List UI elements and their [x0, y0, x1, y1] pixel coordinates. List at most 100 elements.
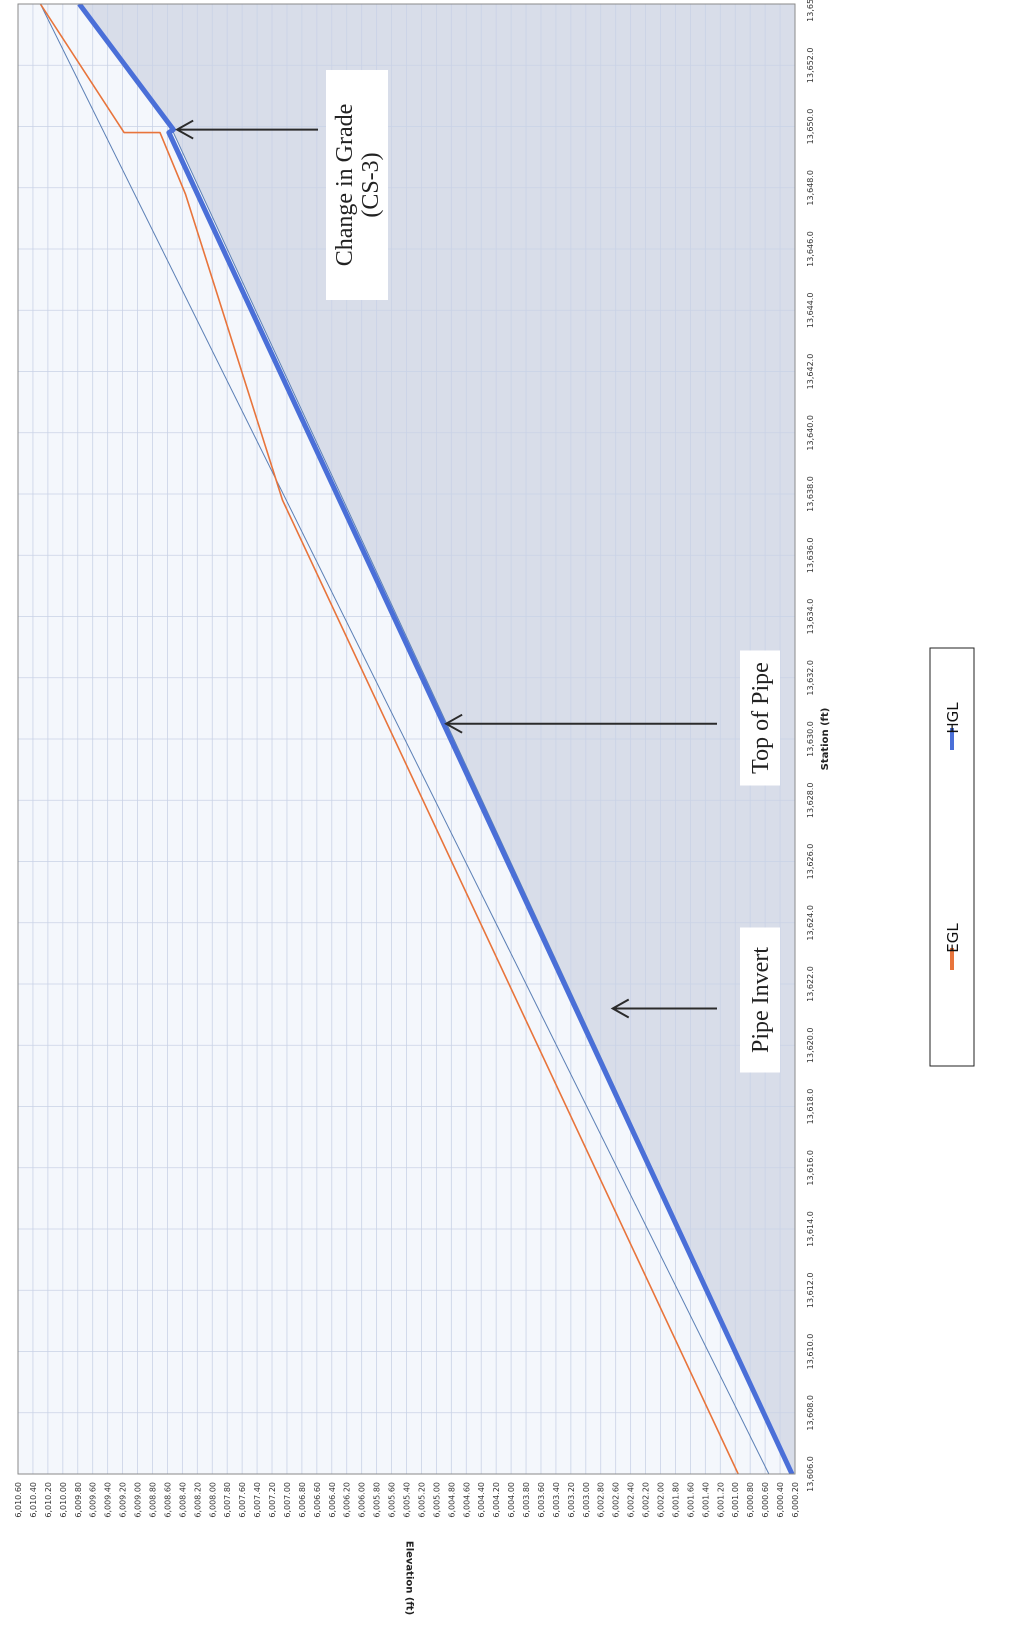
x-tick-label: 13,628.0 — [806, 782, 815, 818]
y-tick-label: 6,001.40 — [701, 1482, 710, 1518]
annotation-label: Top of Pipe — [748, 662, 774, 774]
y-tick-label: 6,005.20 — [417, 1482, 426, 1518]
y-tick-label: 6,009.20 — [119, 1482, 128, 1518]
annotation-label: Change in Grade(CS-3) — [332, 104, 384, 267]
legend-box — [929, 647, 975, 1067]
y-tick-label: 6,006.40 — [328, 1482, 337, 1518]
y-tick-label: 6,002.20 — [642, 1482, 651, 1518]
y-tick-label: 6,006.20 — [343, 1482, 352, 1518]
y-tick-label: 6,008.60 — [163, 1482, 172, 1518]
plot-border — [17, 3, 796, 1475]
y-tick-label: 6,010.20 — [44, 1482, 53, 1518]
legend: EGL HGL — [929, 647, 975, 1067]
y-tick-label: 6,004.60 — [462, 1482, 471, 1518]
x-tick-label: 13,638.0 — [806, 476, 815, 512]
y-axis-ticks: 6,000.20 6,000.40 6,000.60 6,000.80 6,001.00… — [14, 1482, 800, 1518]
x-tick-label: 13,606.0 — [806, 1456, 815, 1492]
x-tick-label: 13,650.0 — [806, 109, 815, 145]
y-tick-label: 6,003.80 — [522, 1482, 531, 1518]
x-tick-label: 13,634.0 — [806, 599, 815, 635]
x-tick-label: 13,622.0 — [806, 966, 815, 1002]
annotation-box — [740, 927, 780, 1073]
y-tick-label: 6,010.60 — [14, 1482, 23, 1518]
x-tick-label: 13,612.0 — [806, 1272, 815, 1308]
y-tick-label: 6,004.40 — [477, 1482, 486, 1518]
annotation-label: Pipe Invert — [748, 947, 774, 1053]
y-tick-label: 6,000.20 — [791, 1482, 800, 1518]
x-tick-label: 13,640.0 — [806, 415, 815, 451]
x-tick-label: 13,624.0 — [806, 905, 815, 941]
y-tick-label: 6,002.80 — [597, 1482, 606, 1518]
y-tick-label: 6,002.60 — [612, 1482, 621, 1518]
annotation-box — [740, 650, 780, 786]
y-tick-label: 6,009.60 — [89, 1482, 98, 1518]
y-tick-label: 6,007.80 — [223, 1482, 232, 1518]
annotation-3: Pipe Invert — [610, 927, 780, 1073]
y-tick-label: 6,002.00 — [657, 1482, 666, 1518]
y-tick-label: 6,005.80 — [373, 1482, 382, 1518]
x-axis-title: Station (ft) — [820, 708, 831, 771]
y-tick-label: 6,008.20 — [193, 1482, 202, 1518]
x-tick-label: 13,636.0 — [806, 537, 815, 573]
y-tick-label: 6,009.80 — [74, 1482, 83, 1518]
x-tick-label: 13,648.0 — [806, 170, 815, 206]
y-tick-label: 6,010.00 — [59, 1482, 68, 1518]
y-tick-label: 6,002.40 — [627, 1482, 636, 1518]
y-tick-label: 6,001.00 — [731, 1482, 740, 1518]
x-tick-label: 13,620.0 — [806, 1027, 815, 1063]
y-tick-label: 6,009.40 — [104, 1482, 113, 1518]
y-tick-label: 6,008.00 — [208, 1482, 217, 1518]
y-tick-label: 6,005.40 — [403, 1482, 412, 1518]
top-of-pipe-line — [39, 4, 770, 1474]
x-tick-label: 13,618.0 — [806, 1089, 815, 1125]
annotation-2: Top of Pipe — [444, 650, 780, 786]
y-tick-label: 6,006.60 — [313, 1482, 322, 1518]
y-tick-label: 6,008.40 — [178, 1482, 187, 1518]
y-tick-label: 6,007.00 — [283, 1482, 292, 1518]
x-tick-label: 13,608.0 — [806, 1395, 815, 1431]
x-tick-label: 13,630.0 — [806, 721, 815, 757]
y-tick-label: 6,000.40 — [776, 1482, 785, 1518]
y-axis-title: Elevation (ft) — [404, 1541, 415, 1615]
y-tick-label: 6,003.00 — [582, 1482, 591, 1518]
egl-series-line — [39, 4, 739, 1474]
x-axis-ticks: 13,606.0 13,608.0 13,610.0 13,612.0 13,614.0… — [806, 0, 815, 1492]
annotation-arrowhead — [610, 998, 630, 1019]
y-tick-label: 6,003.40 — [552, 1482, 561, 1518]
y-tick-label: 6,000.60 — [761, 1482, 770, 1518]
x-tick-label: 13,652.0 — [806, 47, 815, 83]
plot-area — [18, 4, 795, 1474]
annotation-box — [326, 70, 388, 300]
y-tick-label: 6,009.00 — [134, 1482, 143, 1518]
y-tick-label: 6,010.40 — [29, 1482, 38, 1518]
x-tick-label: 13,614.0 — [806, 1211, 815, 1247]
hgl-series-line — [77, 4, 795, 1474]
y-tick-label: 6,004.20 — [492, 1482, 501, 1518]
y-tick-label: 6,006.00 — [358, 1482, 367, 1518]
y-tick-label: 6,004.00 — [507, 1482, 516, 1518]
annotation-arrowhead — [444, 713, 463, 734]
y-tick-label: 6,007.60 — [238, 1482, 247, 1518]
y-tick-label: 6,006.80 — [298, 1482, 307, 1518]
y-tick-label: 6,003.20 — [567, 1482, 576, 1518]
y-tick-label: 6,001.20 — [716, 1482, 725, 1518]
y-tick-label: 6,001.60 — [686, 1482, 695, 1518]
x-tick-label: 13,654.0 — [806, 0, 815, 22]
x-tick-label: 13,642.0 — [806, 354, 815, 390]
x-tick-label: 13,646.0 — [806, 231, 815, 267]
x-tick-label: 13,610.0 — [806, 1334, 815, 1370]
y-tick-label: 6,003.60 — [537, 1482, 546, 1518]
y-tick-label: 6,007.20 — [268, 1482, 277, 1518]
y-tick-label: 6,000.80 — [746, 1482, 755, 1518]
x-tick-label: 13,626.0 — [806, 844, 815, 880]
hgl-legend-label: HGL — [944, 702, 962, 734]
x-tick-label: 13,644.0 — [806, 292, 815, 328]
y-tick-label: 6,004.80 — [447, 1482, 456, 1518]
gridlines — [18, 4, 795, 1474]
egl-legend-label: EGL — [944, 923, 962, 953]
y-tick-label: 6,008.80 — [149, 1482, 158, 1518]
y-tick-label: 6,005.60 — [388, 1482, 397, 1518]
x-tick-label: 13,616.0 — [806, 1150, 815, 1186]
y-tick-label: 6,001.80 — [672, 1482, 681, 1518]
